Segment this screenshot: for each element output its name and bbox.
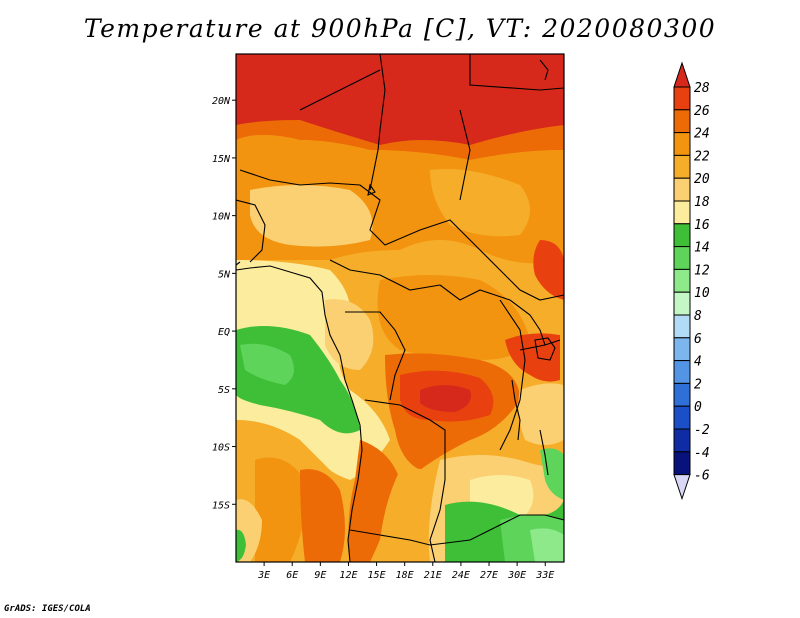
border-north-3 xyxy=(299,69,381,111)
border-central-1 xyxy=(329,259,441,291)
lon-tick-label: 3E xyxy=(257,570,270,581)
lat-tick-label: 5S xyxy=(218,385,230,396)
colorbar-bin xyxy=(673,109,691,134)
lon-tick-label: 9E xyxy=(314,570,326,581)
latitude-axis: 20N 15N 10N 5N EQ 5S 10S 15S xyxy=(212,96,236,511)
colorbar-label: 28 xyxy=(694,81,710,96)
lon-tick-label: 33E xyxy=(535,570,554,581)
colorbar-bin xyxy=(673,223,691,248)
lat-tick-label: EQ xyxy=(218,327,230,338)
colorbar-bin xyxy=(673,428,691,453)
contour-12-14 xyxy=(240,343,294,385)
colorbar-label: 18 xyxy=(694,195,710,210)
border-east-2 xyxy=(519,339,561,351)
contour-sw-24 xyxy=(300,469,345,562)
colorbar-label: 14 xyxy=(694,241,710,256)
lat-tick-label: 15N xyxy=(212,154,231,165)
contour-20-22a xyxy=(250,185,373,247)
footer-credit: GrADS: IGES/COLA xyxy=(4,604,91,614)
colorbar-label: -2 xyxy=(694,423,710,438)
colorbar-bin xyxy=(673,154,691,179)
colorbar-label: -4 xyxy=(694,446,710,461)
gulf-coast xyxy=(236,261,241,266)
border-central-3 xyxy=(439,284,546,346)
map-title: Temperature at 900hPa [C], VT: 202008030… xyxy=(83,14,717,43)
lake-victoria xyxy=(534,337,556,361)
longitude-axis: 3E 6E 9E 12E 15E 18E 21E 24E 27E 30E 33E xyxy=(257,562,554,581)
contour-hot-28 xyxy=(420,385,471,412)
colorbar-label: 22 xyxy=(694,149,710,164)
border-north-2 xyxy=(469,54,564,91)
border-south xyxy=(349,514,564,546)
colorbar-label: 8 xyxy=(694,309,702,324)
colorbar-label: 20 xyxy=(694,172,710,187)
lat-tick-label: 20N xyxy=(212,96,231,107)
colorbar-bin xyxy=(673,200,691,225)
lon-tick-label: 12E xyxy=(339,570,357,581)
lon-tick-label: 6E xyxy=(286,570,298,581)
border-north-4 xyxy=(459,109,471,201)
contour-20-22b xyxy=(430,169,530,237)
border-east-1 xyxy=(499,299,526,451)
contour-central-18 xyxy=(325,299,374,370)
lake-malawi xyxy=(539,429,549,476)
map-frame xyxy=(235,53,565,563)
contour-26-east xyxy=(533,240,564,300)
contour-28 xyxy=(236,54,564,145)
lat-tick-label: 5N xyxy=(218,269,231,280)
lon-tick-label: 21E xyxy=(424,570,442,581)
border-west-sahel xyxy=(236,199,266,263)
border-central-2 xyxy=(345,311,406,401)
contour-rift-18 xyxy=(518,383,564,445)
contour-sw-22 xyxy=(255,457,306,562)
lon-tick-label: 27E xyxy=(480,570,498,581)
lat-tick-label: 15S xyxy=(212,500,230,511)
colorbar-label: 4 xyxy=(694,355,702,370)
colorbar-top-arrow xyxy=(673,61,691,88)
lon-tick-label: 15E xyxy=(368,570,386,581)
colorbar-label: 12 xyxy=(694,263,710,278)
east-coast xyxy=(539,59,549,81)
colorbar-bin xyxy=(673,314,691,339)
temperature-field xyxy=(236,54,564,562)
colorbar-label: 26 xyxy=(694,104,710,119)
lake-chad xyxy=(367,183,376,196)
colorbar-label: 0 xyxy=(694,400,702,415)
colorbar-label: -6 xyxy=(694,469,710,484)
contour-rift-24 xyxy=(505,333,560,382)
colorbar-label: 16 xyxy=(694,218,710,233)
contour-sw-green xyxy=(236,529,246,562)
colorbar-bin xyxy=(673,451,691,476)
west-coastline xyxy=(236,265,363,562)
colorbar-bin xyxy=(673,382,691,407)
colorbar-bin xyxy=(673,360,691,384)
colorbar-bin xyxy=(673,177,691,202)
colorbar-bin xyxy=(673,405,691,430)
colorbar-bin xyxy=(673,337,691,362)
lat-tick-label: 10N xyxy=(212,212,231,223)
border-north-1 xyxy=(369,54,386,191)
contour-central-22 xyxy=(377,275,530,360)
lat-tick-label: 10S xyxy=(212,443,230,454)
border-angola xyxy=(364,399,446,562)
colorbar-bottom-arrow xyxy=(673,474,691,501)
colorbar-bin xyxy=(673,291,691,316)
colorbar-label: 2 xyxy=(694,377,702,392)
colorbar-label: 10 xyxy=(694,286,710,301)
lake-tanganyika xyxy=(511,379,521,441)
lon-tick-label: 24E xyxy=(452,570,470,581)
borders xyxy=(236,54,564,562)
colorbar-label: 24 xyxy=(694,127,710,142)
lon-tick-label: 30E xyxy=(507,570,526,581)
lon-tick-label: 18E xyxy=(396,570,414,581)
contour-se-10 xyxy=(530,528,564,562)
colorbar-bin xyxy=(673,86,691,111)
colorbar-bin xyxy=(673,268,691,293)
colorbar-label: 6 xyxy=(694,332,702,347)
border-sahel xyxy=(239,169,564,301)
colorbar-bin xyxy=(673,132,691,156)
colorbar-bin xyxy=(673,246,691,270)
